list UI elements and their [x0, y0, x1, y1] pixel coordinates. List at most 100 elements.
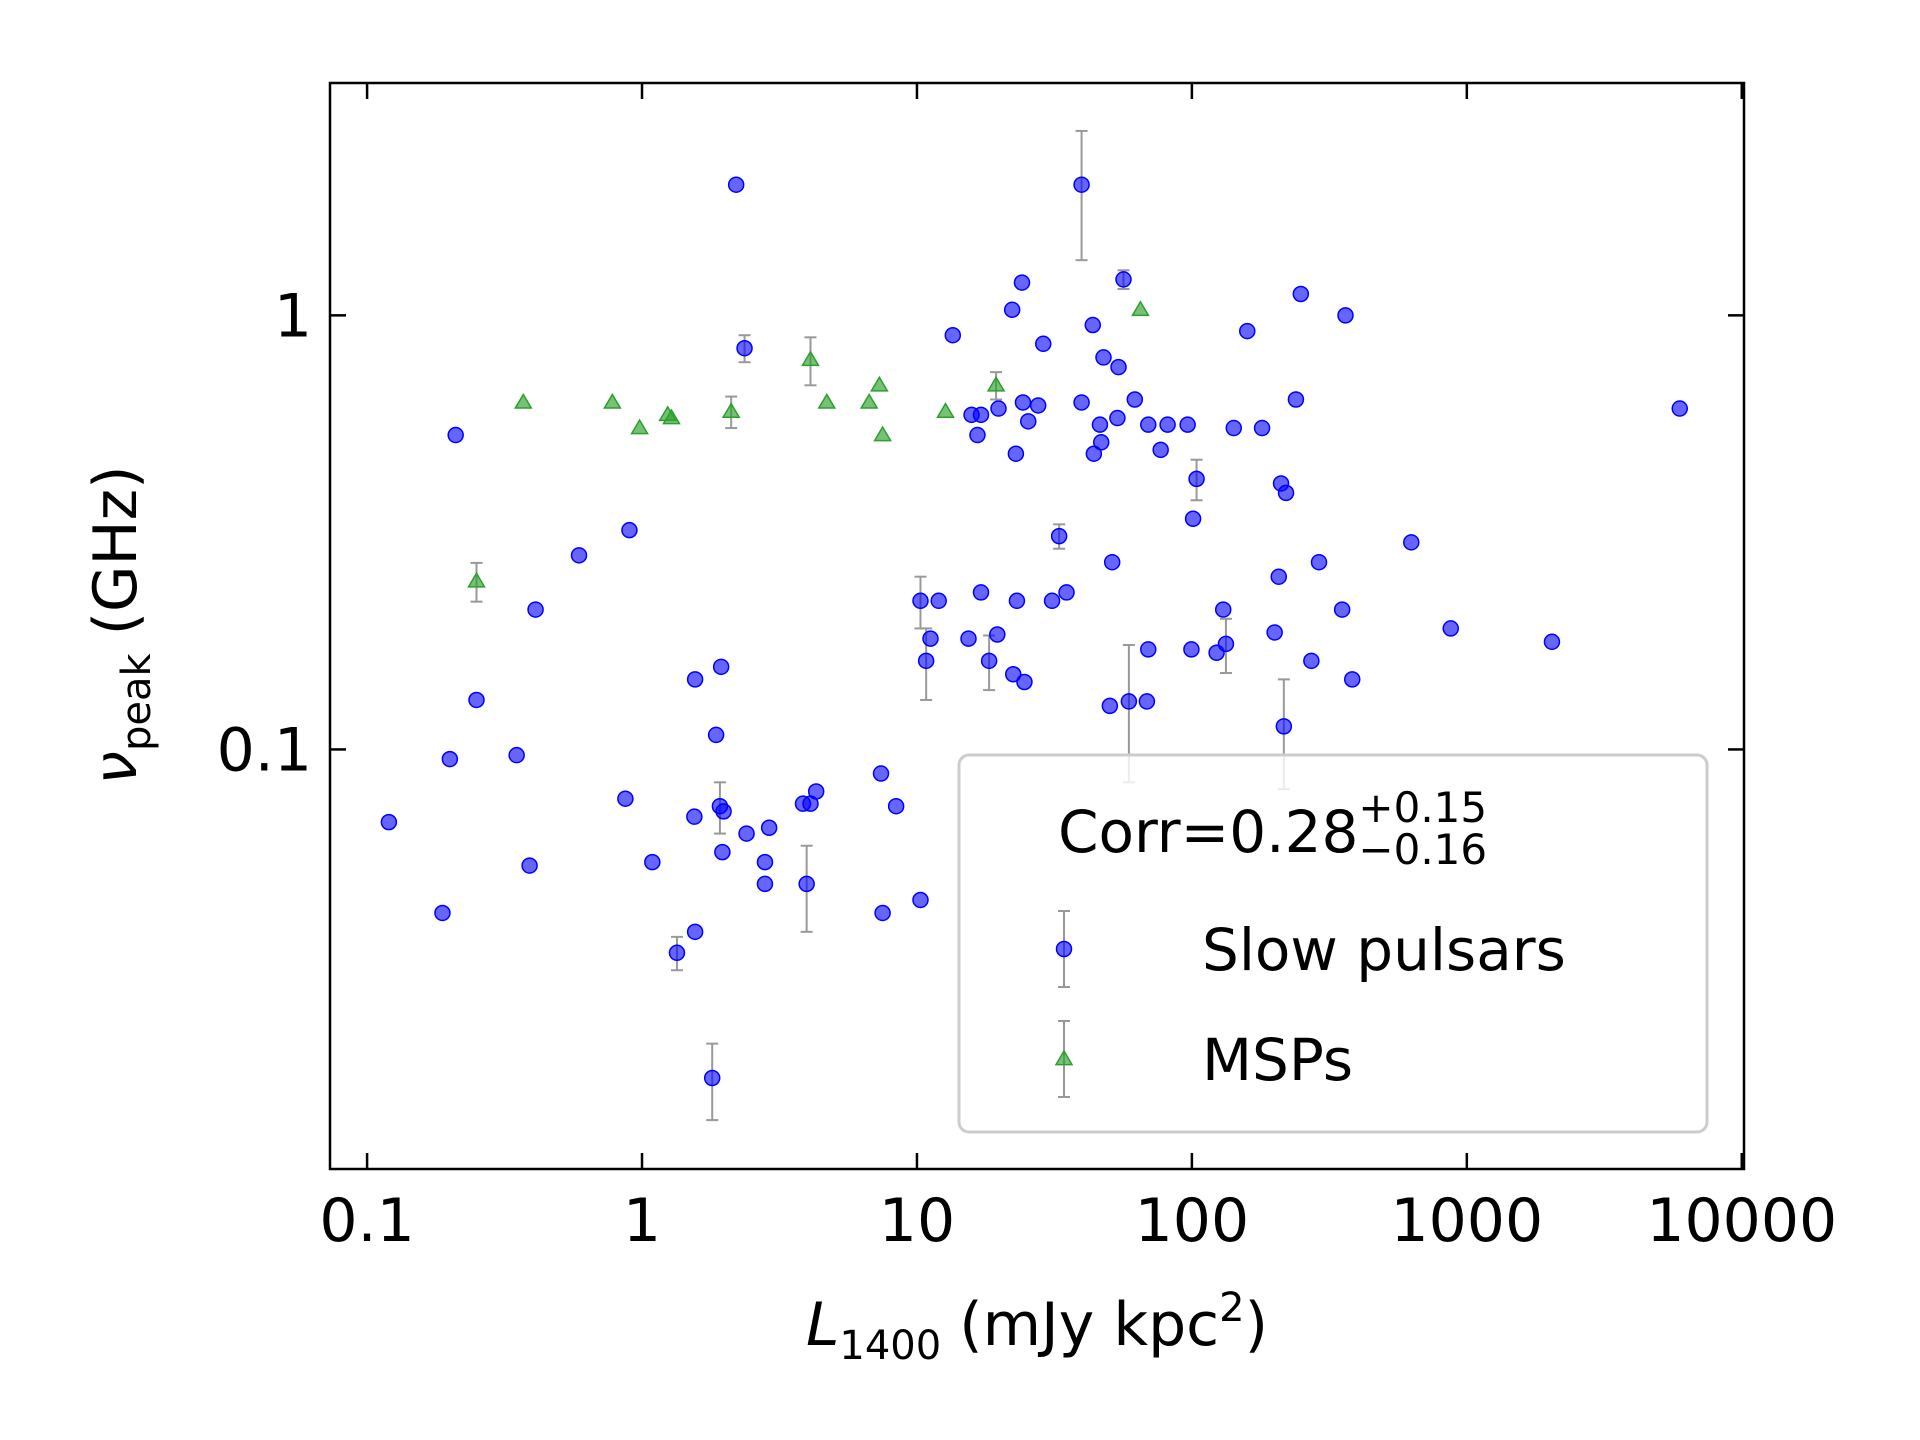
annotation-text: Corr=0.28 — [1058, 798, 1358, 866]
point — [917, 652, 935, 670]
point — [1671, 400, 1689, 417]
point — [960, 630, 977, 647]
point — [380, 813, 398, 831]
point — [1043, 592, 1061, 610]
point — [1013, 274, 1031, 291]
point — [1270, 568, 1288, 585]
x-tick-label: 0.1 — [319, 1186, 414, 1256]
x-tick-label: 1 — [623, 1186, 661, 1256]
y-tick-label: 1 — [274, 281, 312, 351]
y-label-unit: (GHz) — [81, 465, 151, 635]
point — [980, 652, 998, 670]
point — [756, 875, 774, 893]
point — [1109, 409, 1126, 427]
x-tick-label: 100 — [1135, 1186, 1250, 1256]
point — [1225, 419, 1243, 437]
point — [1543, 633, 1561, 651]
point — [668, 944, 686, 962]
point — [686, 808, 703, 825]
point — [621, 521, 638, 539]
x-label-symbol: L — [806, 1290, 839, 1360]
annotation-sub: −0.16 — [1358, 825, 1487, 874]
legend-label: MSPs — [1202, 1026, 1353, 1094]
point — [873, 425, 892, 442]
point — [1310, 553, 1328, 571]
point — [1188, 470, 1205, 488]
point — [872, 765, 890, 782]
point — [1152, 441, 1169, 459]
point — [736, 339, 753, 357]
point — [969, 426, 986, 444]
point — [1275, 718, 1293, 735]
point — [513, 392, 533, 409]
point — [760, 819, 778, 837]
point — [714, 843, 731, 861]
point — [972, 406, 990, 424]
point — [1303, 652, 1320, 670]
point — [1159, 416, 1176, 433]
point — [1101, 697, 1119, 715]
point — [1085, 445, 1103, 462]
point — [1004, 666, 1022, 683]
point — [1140, 416, 1157, 433]
point — [603, 392, 622, 409]
point — [738, 825, 755, 842]
point — [912, 891, 929, 909]
point — [1020, 413, 1037, 430]
legend-annotation: Corr=0.28+0.15 −0.16 — [1058, 783, 1487, 874]
point — [798, 875, 815, 893]
point — [508, 746, 525, 764]
point — [1091, 416, 1109, 433]
point — [712, 658, 730, 676]
point — [936, 402, 955, 419]
point — [644, 853, 661, 871]
legend-label: Slow pulsars — [1202, 916, 1566, 984]
point — [1138, 693, 1156, 710]
point — [1016, 673, 1033, 691]
point — [1095, 349, 1112, 366]
point — [707, 726, 725, 744]
error-bar — [1075, 129, 1088, 262]
point — [1253, 419, 1271, 437]
point — [662, 408, 681, 425]
y-tick-label: 0.1 — [217, 715, 312, 785]
point — [986, 375, 1006, 392]
point — [527, 601, 544, 618]
point — [727, 176, 745, 193]
point — [1073, 176, 1090, 193]
point — [630, 418, 649, 435]
point — [1115, 271, 1132, 288]
point — [1442, 620, 1459, 637]
point — [467, 571, 486, 588]
point — [686, 923, 704, 941]
point — [922, 630, 939, 647]
point — [686, 671, 704, 688]
point — [1403, 534, 1420, 551]
point — [1003, 301, 1021, 319]
point — [1092, 434, 1110, 451]
point — [721, 402, 741, 419]
legend-box — [957, 753, 1709, 1134]
point — [972, 584, 990, 601]
point — [756, 853, 774, 871]
point — [1035, 335, 1052, 353]
point — [570, 547, 588, 564]
point — [1084, 316, 1102, 334]
plot-frame — [328, 81, 1746, 1171]
point — [944, 326, 962, 344]
y-label-symbol: ν — [81, 751, 151, 785]
point — [1126, 391, 1144, 408]
x-tick-label: 10000 — [1646, 1186, 1837, 1256]
point — [859, 392, 879, 409]
y-label-sub: peak — [114, 653, 160, 752]
point — [1179, 416, 1196, 433]
point — [817, 392, 837, 409]
point — [1214, 601, 1232, 618]
point — [1029, 397, 1047, 414]
point — [912, 592, 929, 610]
point — [1110, 358, 1127, 376]
point — [1277, 484, 1295, 502]
point — [703, 1069, 721, 1087]
point — [434, 904, 451, 922]
